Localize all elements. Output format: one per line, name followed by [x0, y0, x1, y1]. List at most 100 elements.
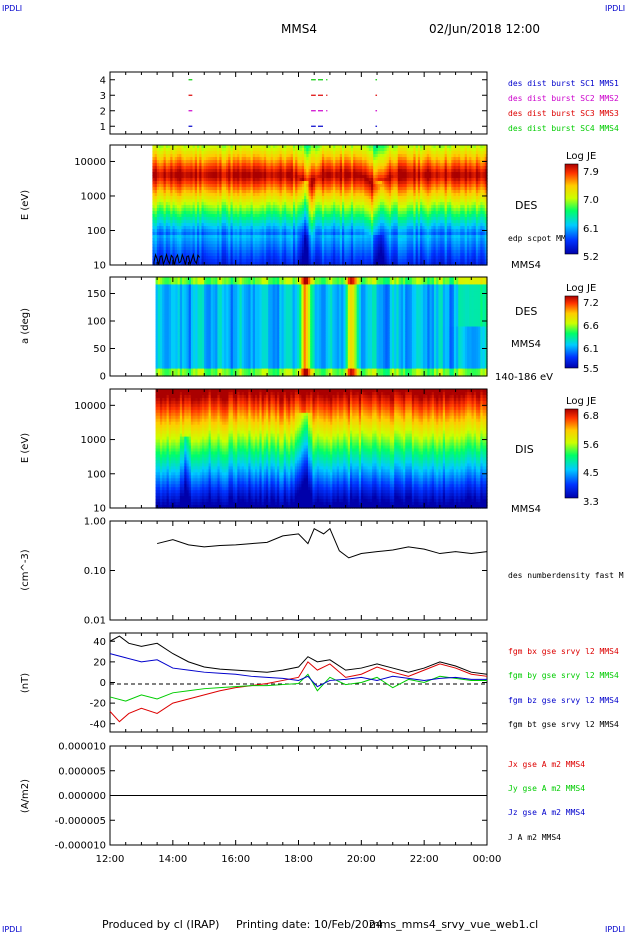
spectrogram-cell	[337, 157, 341, 161]
spectrogram-cell	[420, 172, 423, 176]
spectrogram-cell	[192, 226, 196, 230]
spectrogram-cell	[252, 229, 256, 233]
spectrogram-cell	[406, 169, 410, 173]
spectrogram-cell	[315, 235, 319, 239]
spectrogram-cell	[292, 232, 296, 236]
spectrogram-cell	[406, 226, 410, 230]
spectrogram-cell	[217, 163, 220, 167]
spectrogram-cell	[321, 220, 325, 224]
spectrogram-cell	[263, 199, 267, 203]
spectrogram-cell	[313, 223, 316, 227]
spectrogram-cell	[384, 196, 388, 200]
spectrogram-cell	[165, 211, 169, 215]
spectrogram-cell	[210, 175, 214, 179]
spectrogram-cell	[194, 193, 198, 197]
spectrogram-cell	[402, 148, 406, 152]
spectrogram-cell	[161, 148, 165, 152]
spectrogram-cell	[252, 256, 256, 260]
spectrogram-cell	[243, 157, 247, 161]
spectrogram-cell	[210, 223, 214, 227]
spectrogram-cell	[152, 193, 156, 197]
spectrogram-cell	[306, 208, 310, 212]
spectrogram-cell	[321, 232, 325, 236]
spectrogram-cell	[201, 214, 205, 218]
spectrogram-cell	[408, 232, 412, 236]
spectrogram-cell	[170, 196, 174, 200]
spectrogram-cell	[342, 247, 345, 251]
spectrogram-cell	[408, 157, 412, 161]
spectrogram-cell	[154, 175, 158, 179]
spectrogram-cell	[333, 166, 336, 170]
spectrogram-cell	[295, 184, 299, 188]
spectrogram-cell	[422, 160, 426, 164]
spectrogram-cell	[255, 229, 258, 233]
spectrogram-cell	[228, 172, 232, 176]
spectrogram-cell	[281, 229, 285, 233]
spectrogram-cell	[299, 154, 303, 158]
spectrogram-cell	[308, 205, 312, 209]
spectrogram-cell	[362, 250, 365, 254]
spectrogram-cell	[371, 163, 374, 167]
spectrogram-cell	[313, 235, 316, 239]
spectrogram-cell	[212, 184, 216, 188]
spectrogram-cell	[310, 250, 314, 254]
spectrogram-cell	[368, 187, 372, 191]
spectrogram-cell	[373, 214, 377, 218]
spectrogram-cell	[422, 208, 426, 212]
spectrogram-cell	[382, 259, 385, 263]
spectrogram-cell	[313, 187, 316, 191]
spectrogram-cell	[255, 169, 258, 173]
spectrogram-cell	[237, 220, 241, 224]
spectrogram-cell	[183, 241, 187, 245]
spectrogram-cell	[404, 214, 408, 218]
spectrogram-cell	[415, 199, 419, 203]
spectrogram-cell	[379, 169, 383, 173]
spectrogram-cell	[163, 196, 167, 200]
spectrogram-cell	[250, 235, 254, 239]
spectrogram-cell	[221, 151, 225, 155]
spectrogram-cell	[348, 214, 352, 218]
spectrogram-cell	[257, 157, 261, 161]
spectrogram-cell	[190, 244, 194, 248]
spectrogram-cell	[299, 157, 303, 161]
spectrogram-cell	[315, 244, 319, 248]
spectrogram-cell	[306, 220, 310, 224]
spectrogram-cell	[172, 205, 176, 209]
spectrogram-cell	[172, 163, 176, 167]
spectrogram-cell	[212, 145, 216, 149]
spectrogram-cell	[183, 193, 187, 197]
spectrogram-cell	[315, 184, 319, 188]
spectrogram-cell	[344, 244, 348, 248]
spectrogram-cell	[201, 148, 205, 152]
spectrogram-cell	[188, 208, 191, 212]
spectrogram-cell	[255, 148, 258, 152]
spectrogram-cell	[355, 241, 359, 245]
spectrogram-cell	[335, 229, 339, 233]
spectrogram-cell	[179, 247, 183, 251]
spectrogram-cell	[252, 157, 256, 161]
spectrogram-cell	[239, 151, 243, 155]
spectrogram-cell	[353, 181, 356, 185]
spectrogram-cell	[422, 199, 426, 203]
spectrogram-cell	[304, 211, 307, 215]
spectrogram-cell	[237, 175, 241, 179]
spectrogram-cell	[201, 244, 205, 248]
spectrogram-cell	[400, 187, 403, 191]
spectrogram-cell	[377, 208, 381, 212]
spectrogram-cell	[337, 154, 341, 158]
spectrogram-cell	[255, 226, 258, 230]
spectrogram-cell	[317, 145, 321, 149]
spectrogram-cell	[308, 259, 312, 263]
spectrogram-cell	[400, 241, 403, 245]
spectrogram-cell	[362, 256, 365, 260]
spectrogram-cell	[417, 184, 421, 188]
spectrogram-cell	[152, 235, 156, 239]
spectrogram-cell	[408, 223, 412, 227]
spectrogram-cell	[315, 250, 319, 254]
spectrogram-cell	[241, 241, 245, 245]
spectrogram-cell	[266, 196, 270, 200]
spectrogram-cell	[417, 253, 421, 257]
spectrogram-cell	[263, 160, 267, 164]
spectrogram-cell	[194, 181, 198, 185]
